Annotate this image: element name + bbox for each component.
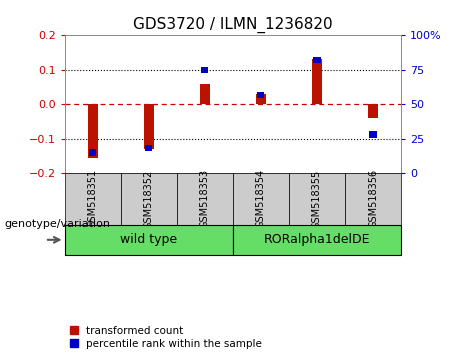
Bar [121, 173, 177, 225]
Text: wild type: wild type [120, 233, 177, 246]
Bar [88, 104, 98, 158]
Text: GSM518353: GSM518353 [200, 169, 210, 228]
Bar [369, 131, 377, 138]
Bar [177, 173, 233, 225]
Text: RORalpha1delDE: RORalpha1delDE [264, 233, 370, 246]
Bar [145, 145, 152, 152]
Title: GDS3720 / ILMN_1236820: GDS3720 / ILMN_1236820 [133, 16, 333, 33]
Bar [201, 67, 208, 73]
Text: GSM518356: GSM518356 [368, 169, 378, 228]
Bar [368, 104, 378, 118]
Legend: transformed count, percentile rank within the sample: transformed count, percentile rank withi… [70, 326, 262, 349]
Bar [312, 59, 322, 104]
Bar [65, 173, 121, 225]
Bar [289, 173, 345, 225]
Bar [256, 94, 266, 104]
Bar [345, 173, 401, 225]
Bar [65, 225, 233, 255]
Bar [233, 225, 401, 255]
Bar [144, 104, 154, 149]
Text: GSM518351: GSM518351 [88, 169, 98, 228]
Bar [257, 92, 265, 98]
Bar [233, 173, 289, 225]
Text: GSM518354: GSM518354 [256, 169, 266, 228]
Text: genotype/variation: genotype/variation [5, 219, 111, 229]
Text: GSM518355: GSM518355 [312, 169, 322, 229]
Text: GSM518352: GSM518352 [144, 169, 154, 229]
Bar [313, 57, 320, 63]
Bar [89, 149, 96, 155]
Bar [200, 84, 210, 104]
